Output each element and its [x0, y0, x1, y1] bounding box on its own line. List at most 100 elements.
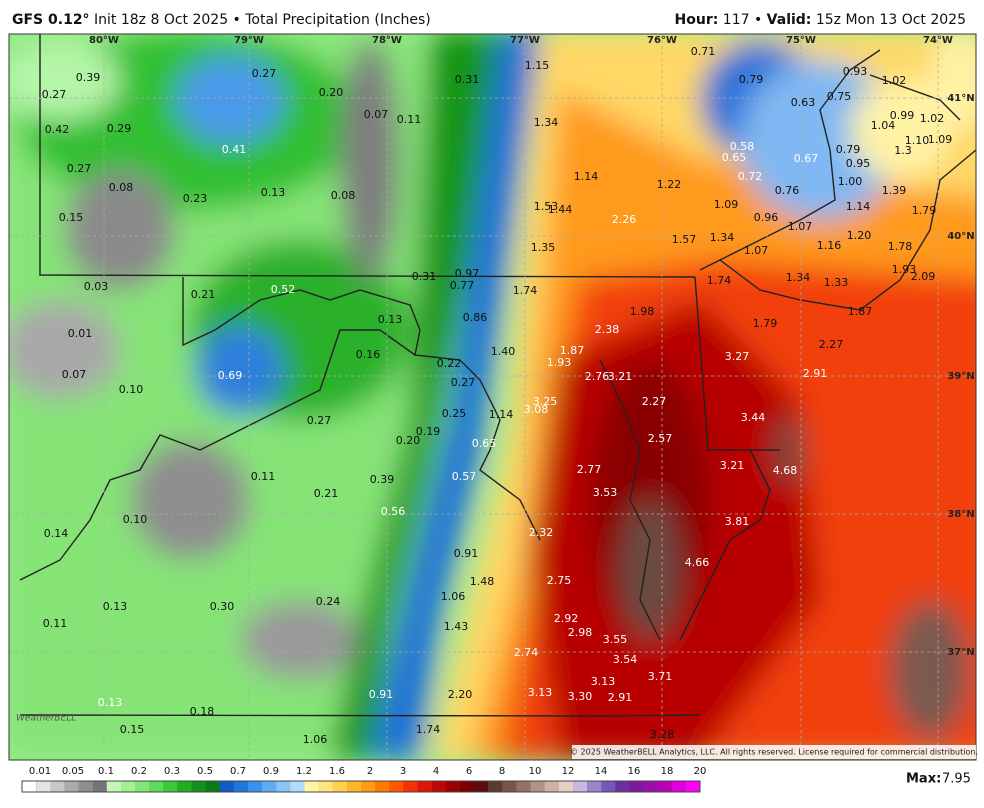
- precip-value: 1.3: [894, 144, 912, 157]
- latitude-label: 41°N: [947, 93, 974, 104]
- precip-value: 0.31: [455, 73, 480, 86]
- legend-swatch: [516, 781, 531, 792]
- header-valid: Hour: 117 • Valid: 15z Mon 13 Oct 2025: [675, 12, 966, 28]
- precip-value: 1.79: [753, 317, 778, 330]
- legend-swatch: [544, 781, 560, 792]
- legend-swatch: [78, 781, 93, 792]
- precip-value: 0.91: [454, 547, 479, 560]
- precip-value: 0.14: [44, 527, 69, 540]
- longitude-label: 78°W: [372, 35, 402, 46]
- precip-value: 3.81: [725, 515, 750, 528]
- precip-value: 1.74: [416, 723, 441, 736]
- precip-value: 0.13: [261, 186, 286, 199]
- map-frame: [8, 33, 977, 761]
- precip-value: 0.79: [836, 143, 861, 156]
- borders: [19, 34, 976, 717]
- precip-value: 1.22: [657, 178, 682, 191]
- precip-value: 0.08: [109, 181, 134, 194]
- legend-label: 1.6: [329, 766, 345, 777]
- precip-value: 4.68: [773, 464, 798, 477]
- legend-label: 1.2: [296, 766, 312, 777]
- precip-value: 3.28: [650, 728, 675, 741]
- precip-value: 1.57: [672, 233, 697, 246]
- precip-value: 0.65: [722, 151, 747, 164]
- precip-value: 1.02: [920, 112, 945, 125]
- precip-value: 0.11: [43, 617, 68, 630]
- precip-value: 3.21: [608, 370, 633, 383]
- precip-value: 0.01: [68, 327, 93, 340]
- precip-value: 0.10: [119, 383, 144, 396]
- legend-swatch: [332, 781, 348, 792]
- longitude-label: 79°W: [234, 35, 264, 46]
- legend-swatch: [587, 781, 602, 792]
- precip-value: 0.27: [67, 162, 92, 175]
- precip-value: 1.07: [788, 220, 813, 233]
- precip-value: 0.23: [183, 192, 208, 205]
- precip-value: 0.13: [378, 313, 403, 326]
- precip-value: 0.52: [271, 283, 296, 296]
- precip-value: 0.72: [738, 170, 763, 183]
- precip-value: 1.34: [710, 231, 735, 244]
- legend-label: 20: [694, 766, 707, 777]
- precip-value: 0.11: [251, 470, 276, 483]
- legend-label: 0.01: [29, 766, 51, 777]
- precip-value: 3.13: [528, 686, 553, 699]
- precip-value: 0.69: [218, 369, 243, 382]
- precip-value: 0.91: [369, 688, 394, 701]
- legend-swatch: [572, 781, 588, 792]
- precip-value: 1.04: [871, 119, 896, 132]
- precip-value: 1.34: [534, 116, 559, 129]
- precip-value: 0.15: [59, 211, 84, 224]
- precip-value: 1.02: [882, 74, 907, 87]
- legend-swatch: [276, 781, 291, 792]
- legend-swatch: [163, 781, 178, 792]
- legend-swatch: [558, 781, 574, 792]
- precip-value: 1.43: [444, 620, 469, 633]
- precip-value: 0.27: [451, 376, 476, 389]
- legend-swatch: [474, 781, 489, 792]
- max-value: 7.95: [942, 772, 971, 787]
- precip-value: 3.54: [613, 653, 638, 666]
- legend-swatch: [92, 781, 108, 792]
- legend-swatch: [643, 781, 658, 792]
- precip-value: 2.77: [577, 463, 602, 476]
- precip-value: 1.40: [491, 345, 516, 358]
- precip-value: 0.77: [450, 279, 475, 292]
- precip-value: 2.09: [911, 270, 936, 283]
- copyright-bg: [572, 745, 976, 759]
- legend-swatch: [403, 781, 418, 792]
- precip-value: 2.27: [819, 338, 844, 351]
- precip-value: 3.30: [568, 690, 593, 703]
- precip-value: 3.21: [720, 459, 745, 472]
- precip-value: 0.31: [412, 270, 437, 283]
- precip-value: 3.71: [648, 670, 673, 683]
- precip-value: 2.98: [568, 626, 593, 639]
- precip-value: 0.08: [331, 189, 356, 202]
- legend-swatch: [601, 781, 616, 792]
- legend-label: 0.05: [62, 766, 84, 777]
- precip-value: 0.27: [42, 88, 67, 101]
- latitude-label: 37°N: [947, 647, 974, 658]
- legend-swatch: [671, 781, 687, 792]
- legend-swatch: [50, 781, 65, 792]
- precip-value: 1.06: [441, 590, 466, 603]
- precip-value: 0.22: [437, 357, 462, 370]
- precip-value: 2.20: [448, 688, 473, 701]
- precip-value: 2.74: [514, 646, 539, 659]
- legend-swatch: [502, 781, 517, 792]
- precip-field: [9, 34, 976, 760]
- legend-swatch: [375, 781, 390, 792]
- legend-swatch: [445, 781, 461, 792]
- precip-value: 0.21: [314, 487, 339, 500]
- precip-value: 3.08: [524, 403, 549, 416]
- precip-value: 0.56: [381, 505, 406, 518]
- precip-value: 0.20: [396, 434, 421, 447]
- precip-value: 0.15: [120, 723, 145, 736]
- legend-label: 12: [562, 766, 575, 777]
- graticule: [9, 34, 976, 760]
- precip-value: 2.57: [648, 432, 673, 445]
- legend-label: 0.3: [164, 766, 180, 777]
- precip-value: 2.91: [608, 691, 633, 704]
- latitude-label: 39°N: [947, 371, 974, 382]
